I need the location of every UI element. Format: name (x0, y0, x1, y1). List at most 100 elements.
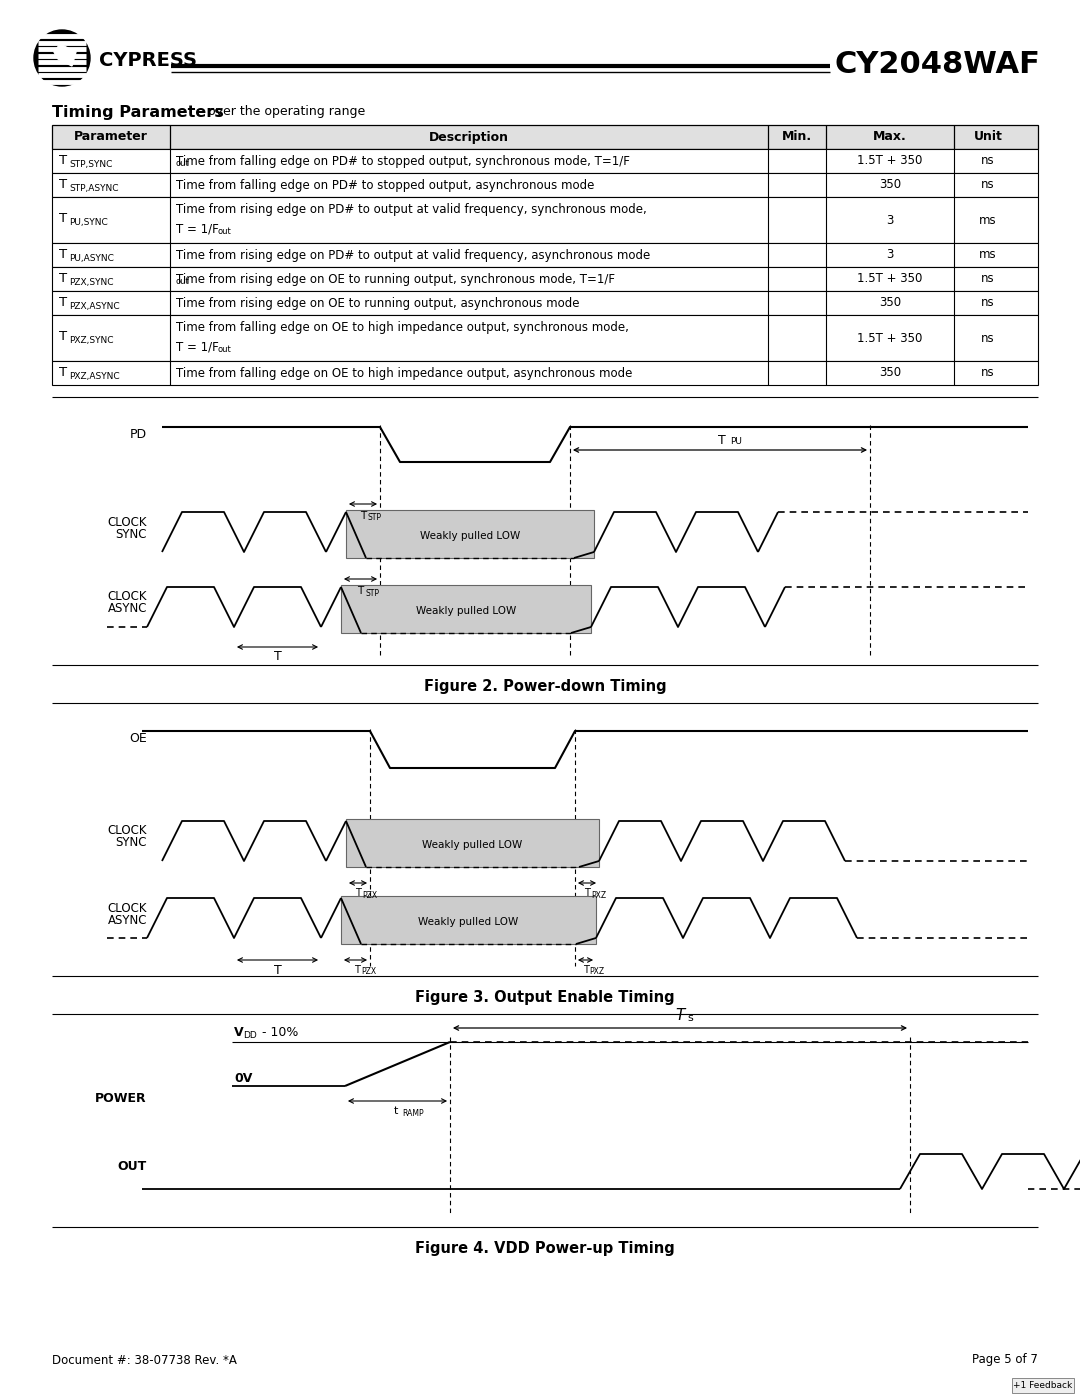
Text: Time from rising edge on OE to running output, synchronous mode, T=1/F: Time from rising edge on OE to running o… (176, 272, 615, 285)
Bar (346, 819, 599, 868)
Text: T: T (59, 331, 67, 344)
Text: Weakly pulled LOW: Weakly pulled LOW (422, 840, 523, 849)
Text: 1.5T + 350: 1.5T + 350 (858, 155, 922, 168)
Bar (52, 243, 1038, 267)
Text: 1.5T + 350: 1.5T + 350 (858, 272, 922, 285)
Text: Figure 4. VDD Power-up Timing: Figure 4. VDD Power-up Timing (415, 1241, 675, 1256)
Text: CY2048WAF: CY2048WAF (834, 50, 1040, 80)
Text: PZX,SYNC: PZX,SYNC (69, 278, 113, 286)
Text: PZX,ASYNC: PZX,ASYNC (69, 302, 120, 310)
Text: ASYNC: ASYNC (108, 914, 147, 926)
Text: STP,SYNC: STP,SYNC (69, 159, 112, 169)
Text: T: T (582, 965, 589, 975)
Text: out: out (176, 158, 190, 168)
Text: T: T (354, 965, 360, 975)
Text: PXZ: PXZ (590, 968, 605, 977)
Bar (341, 895, 596, 944)
Text: V: V (234, 1027, 244, 1039)
Text: POWER: POWER (95, 1092, 147, 1105)
Bar (52, 267, 1038, 291)
Text: T: T (59, 366, 67, 379)
Text: SYNC: SYNC (116, 528, 147, 541)
Text: over the operating range: over the operating range (208, 105, 365, 117)
Text: T: T (357, 585, 364, 597)
Text: ns: ns (982, 272, 995, 285)
Text: Time from falling edge on PD# to stopped output, synchronous mode, T=1/F: Time from falling edge on PD# to stopped… (176, 155, 630, 168)
Text: ms: ms (980, 249, 997, 261)
Text: PD: PD (130, 429, 147, 441)
Text: DD: DD (243, 1031, 257, 1039)
Text: T: T (59, 247, 67, 260)
Text: t: t (393, 1106, 397, 1116)
Bar (346, 510, 594, 557)
Text: T = 1/F: T = 1/F (176, 341, 219, 353)
Text: out: out (217, 226, 231, 236)
Text: STP: STP (368, 514, 382, 522)
Text: 0V: 0V (234, 1071, 253, 1084)
Text: +1 Feedback: +1 Feedback (1013, 1382, 1072, 1390)
Text: T = 1/F: T = 1/F (176, 222, 219, 236)
Text: Document #: 38-07738 Rev. *A: Document #: 38-07738 Rev. *A (52, 1354, 237, 1366)
Text: ns: ns (982, 366, 995, 380)
Text: Time from falling edge on OE to high impedance output, asynchronous mode: Time from falling edge on OE to high imp… (176, 366, 633, 380)
Text: Time from rising edge on OE to running output, asynchronous mode: Time from rising edge on OE to running o… (176, 296, 580, 310)
Text: 1.5T + 350: 1.5T + 350 (858, 331, 922, 345)
Text: 3: 3 (887, 249, 893, 261)
Bar (1012, 1377, 1074, 1393)
Text: PU: PU (730, 437, 742, 447)
Text: PXZ,ASYNC: PXZ,ASYNC (69, 372, 120, 380)
Text: Figure 2. Power-down Timing: Figure 2. Power-down Timing (423, 679, 666, 694)
Bar (52, 360, 1038, 386)
Text: Parameter: Parameter (75, 130, 148, 144)
Bar (341, 585, 591, 633)
Text: Weakly pulled LOW: Weakly pulled LOW (418, 916, 518, 928)
Text: CLOCK: CLOCK (108, 824, 147, 837)
Text: 350: 350 (879, 179, 901, 191)
Text: SYNC: SYNC (116, 837, 147, 849)
Text: PU,ASYNC: PU,ASYNC (69, 253, 113, 263)
Text: OE: OE (130, 732, 147, 746)
Text: PU,SYNC: PU,SYNC (69, 218, 108, 228)
Text: PZX: PZX (362, 890, 377, 900)
Text: Figure 3. Output Enable Timing: Figure 3. Output Enable Timing (415, 990, 675, 1004)
Text: CLOCK: CLOCK (108, 591, 147, 604)
Text: Time from rising edge on PD# to output at valid frequency, synchronous mode,: Time from rising edge on PD# to output a… (176, 204, 647, 217)
Text: 3: 3 (887, 214, 893, 226)
Text: - 10%: - 10% (262, 1027, 298, 1039)
Text: Description: Description (429, 130, 509, 144)
Polygon shape (54, 43, 76, 66)
Text: T: T (675, 1009, 685, 1024)
Text: T: T (273, 651, 282, 664)
Bar (52, 149, 1038, 173)
Text: Time from falling edge on PD# to stopped output, asynchronous mode: Time from falling edge on PD# to stopped… (176, 179, 594, 191)
Text: s: s (687, 1013, 692, 1023)
Text: PXZ,SYNC: PXZ,SYNC (69, 337, 113, 345)
Text: ns: ns (982, 179, 995, 191)
Text: T: T (59, 154, 67, 166)
Text: CYPRESS: CYPRESS (99, 50, 197, 70)
Text: ns: ns (982, 331, 995, 345)
Text: CLOCK: CLOCK (108, 901, 147, 915)
Text: PXZ: PXZ (591, 890, 606, 900)
Text: Time from rising edge on PD# to output at valid frequency, asynchronous mode: Time from rising edge on PD# to output a… (176, 249, 650, 261)
Circle shape (33, 29, 90, 87)
Bar (52, 314, 1038, 360)
Text: T: T (273, 964, 282, 977)
Text: Timing Parameters: Timing Parameters (52, 105, 224, 120)
Text: ns: ns (982, 155, 995, 168)
Bar (52, 197, 1038, 243)
Text: T: T (59, 177, 67, 190)
Text: ASYNC: ASYNC (108, 602, 147, 616)
Text: STP,ASYNC: STP,ASYNC (69, 183, 119, 193)
Text: T: T (59, 271, 67, 285)
Bar (52, 291, 1038, 314)
Text: T: T (718, 433, 726, 447)
Text: 350: 350 (879, 366, 901, 380)
Text: Time from falling edge on OE to high impedance output, synchronous mode,: Time from falling edge on OE to high imp… (176, 321, 629, 334)
Text: ns: ns (982, 296, 995, 310)
Text: Max.: Max. (873, 130, 907, 144)
Text: CLOCK: CLOCK (108, 515, 147, 528)
Text: T: T (59, 296, 67, 309)
Text: Weakly pulled LOW: Weakly pulled LOW (420, 531, 521, 541)
Text: Weakly pulled LOW: Weakly pulled LOW (416, 606, 516, 616)
